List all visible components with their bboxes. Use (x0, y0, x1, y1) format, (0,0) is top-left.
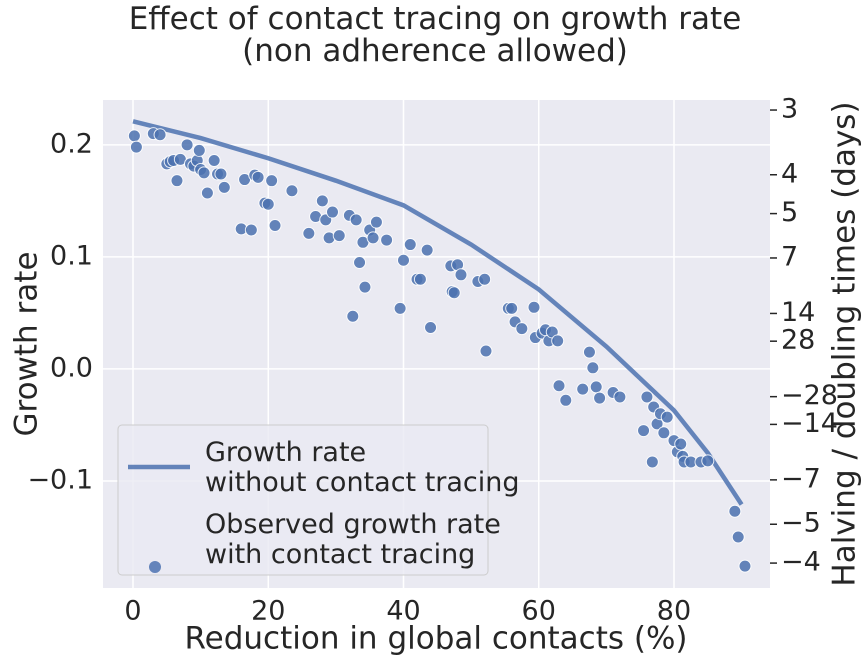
scatter-point (214, 167, 228, 181)
scatter-point (515, 322, 529, 336)
scatter-point (285, 184, 299, 198)
chart-title: Effect of contact tracing on growth rate… (129, 1, 742, 69)
scatter-point (479, 344, 493, 358)
scatter-point (645, 455, 659, 469)
x-tick-label: 80 (657, 596, 691, 627)
scatter-point (527, 300, 541, 314)
scatter-point (251, 170, 265, 184)
y2-tick-label: −5 (781, 508, 821, 539)
scatter-point (559, 393, 573, 407)
scatter-point (552, 379, 566, 393)
y2-tick-label: −14 (781, 408, 838, 439)
scatter-point (660, 410, 674, 424)
scatter-point (582, 345, 596, 359)
scatter-point (393, 301, 407, 315)
scatter-point (326, 205, 340, 219)
y2-tick-label: 14 (781, 297, 815, 328)
scatter-point (589, 380, 603, 394)
scatter-point (170, 174, 184, 188)
y2-tick-label: 3 (781, 94, 798, 125)
scatter-point (244, 223, 258, 237)
x-tick-label: 60 (522, 596, 556, 627)
scatter-point (332, 229, 346, 243)
scatter-point (413, 272, 427, 286)
x-tick-label: 20 (251, 596, 285, 627)
y2-tick-label: −28 (781, 380, 838, 411)
y2-tick-label: −7 (781, 463, 821, 494)
y2-tick-label: 4 (781, 158, 798, 189)
scatter-point (197, 166, 211, 180)
y2-axis-label: Halving / doubling times (days) (827, 101, 863, 586)
scatter-point (127, 129, 141, 143)
scatter-point (478, 272, 492, 286)
scatter-point (403, 238, 417, 252)
y2-tick-label: 28 (781, 325, 815, 356)
y2-tick-label: −4 (781, 547, 821, 578)
scatter-point (366, 231, 380, 245)
scatter-point (180, 138, 194, 152)
scatter-point (315, 194, 329, 208)
scatter-point (380, 233, 394, 247)
scatter-point (454, 268, 468, 282)
scatter-point (349, 213, 363, 227)
y-axis-label: Growth rate (9, 251, 45, 436)
scatter-point (129, 140, 143, 154)
scatter-point (701, 454, 715, 468)
scatter-point (657, 426, 671, 440)
scatter-point (586, 361, 600, 375)
y-tick-label: 0.0 (50, 352, 93, 383)
x-tick-label: 0 (124, 596, 141, 627)
scatter-point (551, 334, 565, 348)
scatter-point (207, 154, 221, 168)
scatter-point (397, 253, 411, 267)
scatter-point (637, 424, 651, 438)
y2-tick-label: 5 (781, 197, 798, 228)
scatter-point (358, 280, 372, 294)
scatter-point (192, 143, 206, 157)
scatter-point (447, 286, 461, 300)
scatter-point (346, 309, 360, 323)
scatter-point (353, 255, 367, 269)
scatter-point (369, 215, 383, 229)
x-axis-label: Reduction in global contacts (%) (185, 621, 688, 657)
legend-label: Growth rate without contact tracing (205, 437, 520, 498)
scatter-point (640, 390, 654, 404)
scatter-point (424, 320, 438, 334)
scatter-point (420, 243, 434, 257)
y-tick-label: 0.2 (50, 128, 93, 159)
scatter-point (738, 559, 752, 573)
scatter-point (200, 186, 214, 200)
scatter-point (674, 437, 688, 451)
scatter-point (505, 301, 519, 315)
scatter-point (593, 391, 607, 405)
scatter-point (268, 219, 282, 233)
legend-box (117, 424, 489, 576)
scatter-point (576, 382, 590, 396)
y-tick-label: −0.1 (27, 464, 93, 495)
scatter-point (302, 226, 316, 240)
legend-swatch (149, 561, 161, 573)
growth-line (132, 119, 744, 506)
scatter-point (153, 128, 167, 142)
scatter-point (261, 197, 275, 211)
legend-label: Observed growth rate with contact tracing (205, 509, 501, 570)
scatter-point (613, 390, 627, 404)
scatter-point (217, 180, 231, 194)
scatter-point (728, 504, 742, 518)
scatter-point (731, 530, 745, 544)
x-tick-label: 40 (386, 596, 420, 627)
y2-tick-label: 7 (781, 241, 798, 272)
scatter-point (265, 174, 279, 188)
y-tick-label: 0.1 (50, 240, 93, 271)
